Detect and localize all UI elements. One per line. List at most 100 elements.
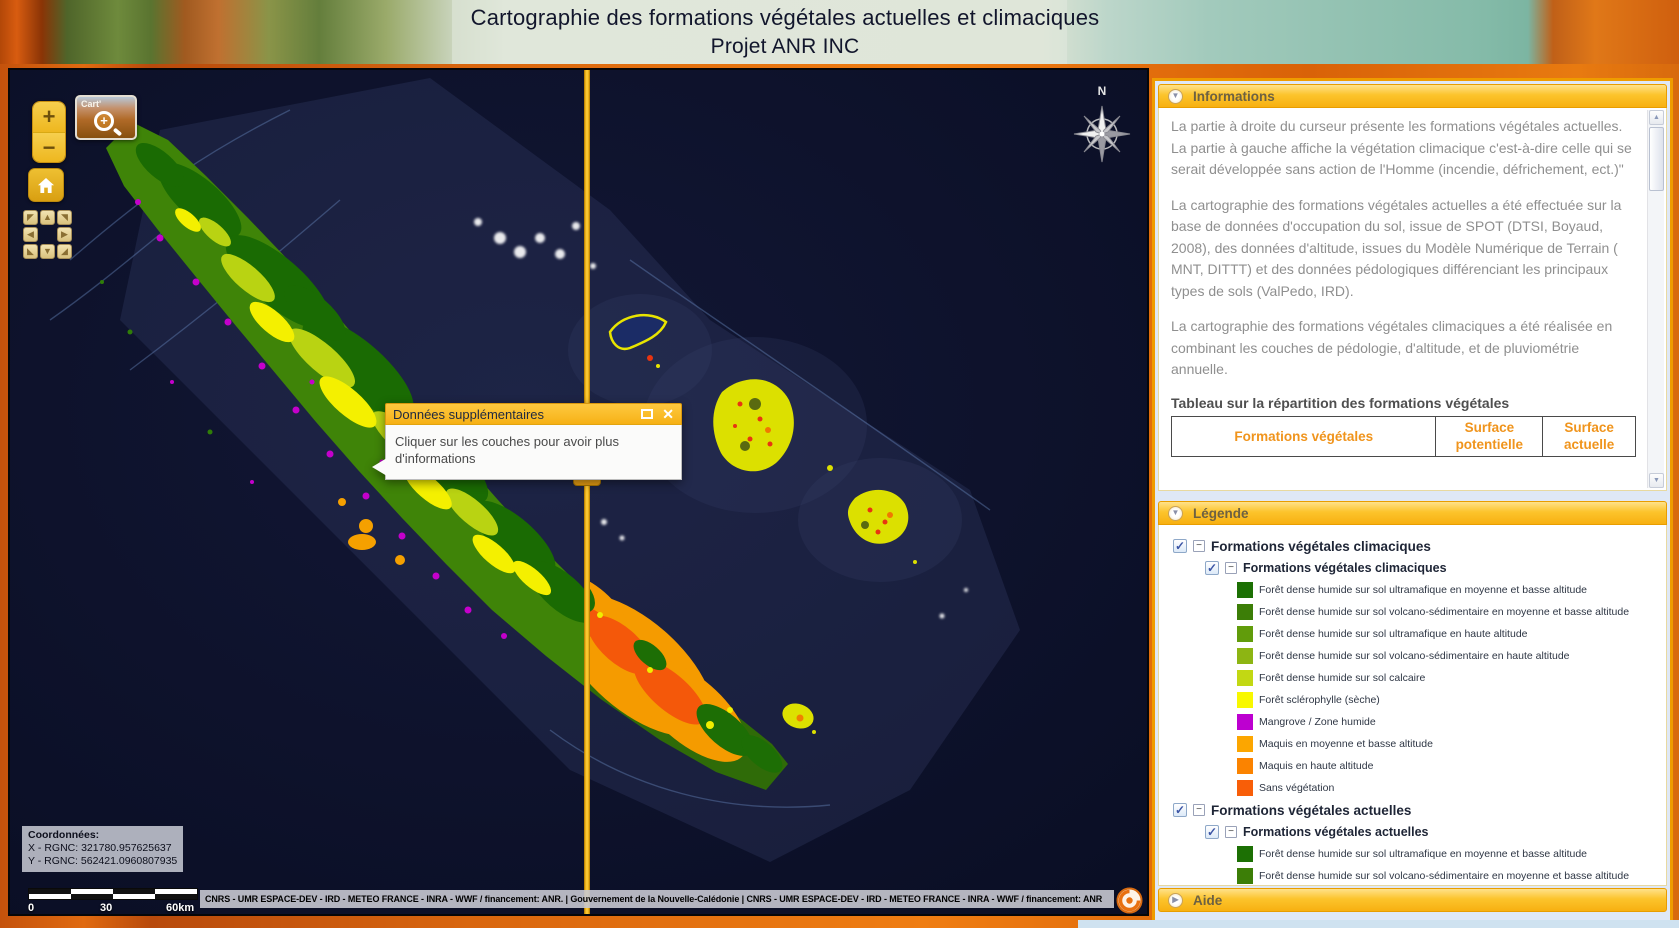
popup-anchor-arrow	[372, 458, 387, 476]
repartition-table: Formations végétales Surface potentielle…	[1170, 415, 1636, 457]
pan-down-icon[interactable]: ▼	[40, 244, 55, 259]
legend-color-swatch	[1237, 714, 1253, 730]
popup-titlebar[interactable]: Données supplémentaires ✕	[385, 403, 682, 425]
scroll-up-icon[interactable]: ▲	[1649, 110, 1664, 125]
scale-label-mid: 30	[100, 902, 113, 914]
home-button[interactable]	[28, 168, 64, 202]
legend-item[interactable]: Sans végétation	[1159, 777, 1666, 799]
legend-color-swatch	[1237, 736, 1253, 752]
page-title: Cartographie des formations végétales ac…	[470, 5, 1100, 30]
zoom-out-button[interactable]: −	[33, 132, 65, 162]
legend-item[interactable]: Forêt sclérophylle (sèche)	[1159, 689, 1666, 711]
layer-checkbox[interactable]: ✓	[1173, 539, 1187, 553]
legend-item[interactable]: Forêt dense humide sur sol volcano-sédim…	[1159, 645, 1666, 667]
legend-group-label: Formations végétales actuelles	[1243, 825, 1429, 839]
info-paragraph: La partie à droite du curseur présente l…	[1171, 118, 1632, 177]
legend-group-label: Formations végétales climaciques	[1211, 538, 1431, 554]
legend-color-swatch	[1237, 582, 1253, 598]
cart-logo-button[interactable]: Cart' +	[75, 95, 137, 140]
legend-item-label: Forêt dense humide sur sol volcano-sédim…	[1259, 650, 1570, 662]
app-header: Cartographie des formations végétales ac…	[0, 0, 1679, 64]
info-paragraph: La cartographie des formations végétales…	[1171, 318, 1613, 377]
legend-group: ✓ − Formations végétales climaciques	[1159, 557, 1666, 579]
legend-item-label: Forêt dense humide sur sol volcano-sédim…	[1259, 870, 1630, 882]
scale-bar: 0 30 60km	[28, 888, 198, 916]
legend-color-swatch	[1237, 604, 1253, 620]
collapse-toggle-icon[interactable]: −	[1193, 804, 1205, 816]
legende-panel-header[interactable]: ▼ Légende	[1158, 501, 1667, 525]
pan-southwest-icon[interactable]: ◣	[23, 244, 38, 259]
legend-item-label: Forêt dense humide sur sol ultramafique …	[1259, 584, 1588, 596]
legend-item[interactable]: Forêt dense humide sur sol volcano-sédim…	[1159, 601, 1666, 623]
close-icon[interactable]: ✕	[662, 406, 674, 422]
informations-panel-header[interactable]: ▼ Informations	[1158, 84, 1667, 108]
collapse-toggle-icon[interactable]: −	[1193, 540, 1205, 552]
compass-rose: N	[1070, 82, 1134, 174]
legend-group-label: Formations végétales climaciques	[1243, 561, 1447, 575]
scale-label-end: 60km	[166, 902, 195, 914]
spiral-logo-icon	[1116, 887, 1143, 914]
expand-arrow-icon[interactable]: ▶	[1168, 892, 1183, 908]
cart-logo-label: Cart'	[81, 99, 102, 109]
informations-title: Informations	[1193, 88, 1275, 104]
collapse-toggle-icon[interactable]: −	[1225, 826, 1237, 838]
legend-item[interactable]: Mangrove / Zone humide	[1159, 711, 1666, 733]
pan-southeast-icon[interactable]: ◢	[57, 244, 72, 259]
legend-item[interactable]: Forêt dense humide sur sol ultramafique …	[1159, 579, 1666, 601]
legend-group: ✓ − Formations végétales actuelles	[1159, 821, 1666, 843]
sidebar: ▼ Informations La partie à droite du cur…	[1152, 78, 1673, 923]
maximize-icon[interactable]	[641, 409, 654, 419]
pan-northwest-icon[interactable]: ◤	[23, 210, 38, 225]
table-header-row: Formations végétales Surface potentielle…	[1170, 415, 1636, 457]
pan-northeast-icon[interactable]: ◥	[57, 210, 72, 225]
legend-color-swatch	[1237, 670, 1253, 686]
page-title-block: Cartographie des formations végétales ac…	[0, 3, 1570, 61]
collapse-arrow-icon[interactable]: ▼	[1168, 505, 1183, 521]
info-popup: Données supplémentaires ✕ Cliquer sur le…	[372, 403, 682, 480]
info-paragraph: La cartographie des formations végétales…	[1171, 196, 1622, 299]
legend-item[interactable]: Maquis en moyenne et basse altitude	[1159, 733, 1666, 755]
legend-item[interactable]: Forêt dense humide sur sol ultramafique …	[1159, 843, 1666, 865]
zoom-control: + −	[32, 101, 66, 163]
aide-panel-header[interactable]: ▶ Aide	[1158, 888, 1667, 912]
legend-item[interactable]: Maquis en haute altitude	[1159, 755, 1666, 777]
pan-up-icon[interactable]: ▲	[40, 210, 55, 225]
zoom-in-button[interactable]: +	[33, 102, 65, 132]
scale-bar-graphic	[28, 888, 198, 900]
layer-checkbox[interactable]: ✓	[1173, 803, 1187, 817]
legend-item[interactable]: Forêt dense humide sur sol ultramafique …	[1159, 623, 1666, 645]
legend-item[interactable]: Forêt dense humide sur sol volcano-sédim…	[1159, 865, 1666, 885]
swipe-divider[interactable]	[584, 70, 590, 914]
legend-color-swatch	[1237, 758, 1253, 774]
legend-item[interactable]: Forêt dense humide sur sol calcaire	[1159, 667, 1666, 689]
popup-message: Cliquer sur les couches pour avoir plus …	[395, 434, 619, 466]
legend-group: ✓ − Formations végétales actuelles	[1159, 799, 1666, 821]
scrollbar-thumb[interactable]	[1649, 127, 1664, 191]
info-scrollbar[interactable]: ▲ ▼	[1647, 110, 1664, 488]
pan-right-icon[interactable]: ▶	[57, 227, 72, 242]
compass-north-label: N	[1098, 84, 1107, 98]
layer-checkbox[interactable]: ✓	[1205, 561, 1219, 575]
legend-color-swatch	[1237, 692, 1253, 708]
pan-left-icon[interactable]: ◀	[23, 227, 38, 242]
legend-item-label: Maquis en moyenne et basse altitude	[1259, 738, 1433, 750]
column-header: Surface actuelle	[1542, 415, 1636, 457]
collapse-toggle-icon[interactable]: −	[1225, 562, 1237, 574]
popup-body: Cliquer sur les couches pour avoir plus …	[372, 425, 682, 480]
coordinates-label: Coordonnées:	[28, 829, 100, 841]
legend-item-label: Forêt sclérophylle (sèche)	[1259, 694, 1380, 706]
aide-title: Aide	[1193, 892, 1223, 908]
scroll-down-icon[interactable]: ▼	[1649, 473, 1664, 488]
legend-item-label: Sans végétation	[1259, 782, 1335, 794]
legende-title: Légende	[1193, 505, 1249, 521]
legend-group-label: Formations végétales actuelles	[1211, 802, 1412, 818]
panel-aide: ▶ Aide	[1158, 888, 1667, 912]
magnifier-handle-icon	[112, 127, 123, 137]
legend-item-label: Forêt dense humide sur sol ultramafique …	[1259, 628, 1528, 640]
collapse-arrow-icon[interactable]: ▼	[1168, 88, 1183, 104]
map-canvas[interactable]	[10, 70, 1147, 914]
layer-checkbox[interactable]: ✓	[1205, 825, 1219, 839]
header-band	[452, 0, 1067, 64]
popup-title: Données supplémentaires	[393, 406, 545, 422]
